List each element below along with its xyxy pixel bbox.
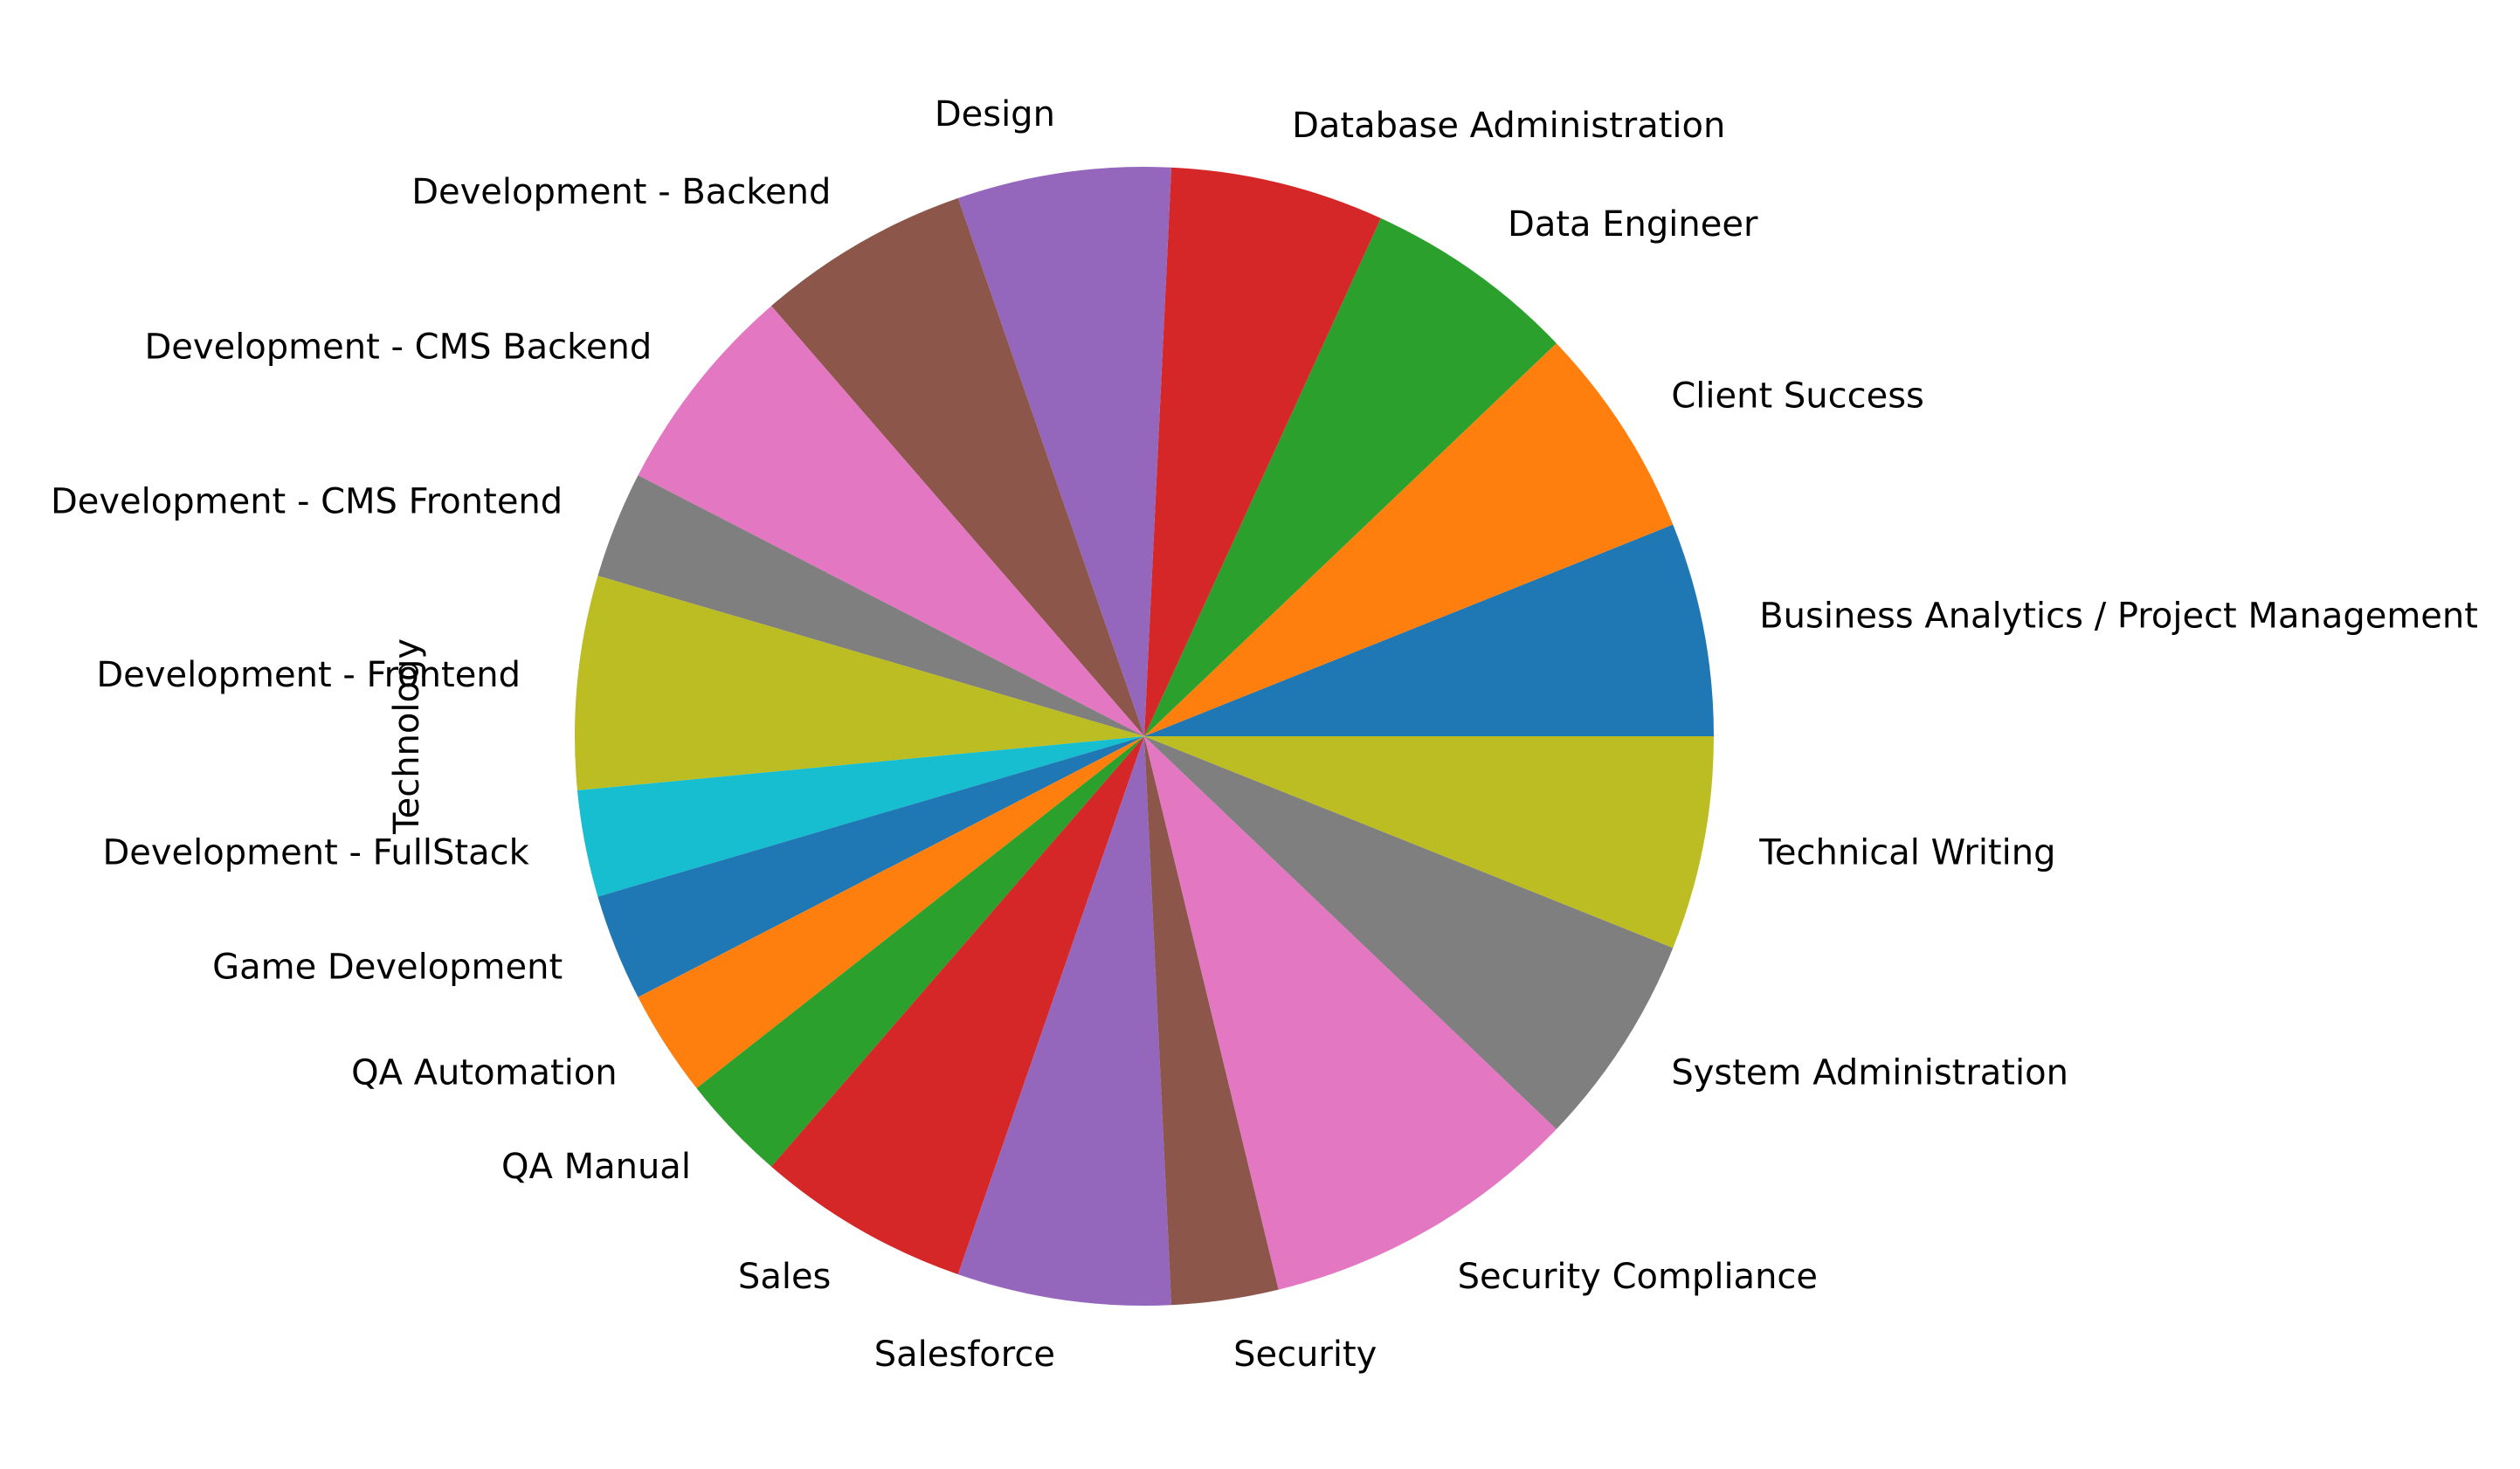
pie-slice-technical-writing [1144,736,1714,948]
pie-label-technical-writing: Technical Writing [1758,833,2055,873]
pie-slice-design [957,167,1172,736]
pie-slice-security [1144,736,1279,1306]
pie-slice-development-backend [771,197,1144,736]
pie-label-salesforce: Salesforce [874,1335,1055,1375]
pie-label-development-cms-backend: Development - CMS Backend [145,328,652,368]
pie-slices [575,167,1714,1306]
pie-slice-salesforce [957,736,1172,1306]
pie-slice-security-compliance [1144,736,1557,1290]
pie-label-system-administration: System Administration [1671,1053,2068,1093]
pie-label-security-compliance: Security Compliance [1458,1257,1818,1297]
pie-label-business-analytics-project-management: Business Analytics / Project Management [1759,596,2478,636]
pie-slice-game-development [597,736,1144,997]
pie-slice-qa-manual [696,736,1144,1167]
pie-slice-data-engineer [1144,217,1557,737]
pie-slice-system-administration [1144,736,1674,1129]
pie-label-design: Design [935,94,1055,134]
pie-slice-sales [771,736,1144,1275]
pie-slice-business-analytics-project-management [1144,524,1714,736]
pie-labels: Business Analytics / Project Management C… [51,94,2478,1375]
pie-label-development-cms-frontend: Development - CMS Frontend [51,481,563,521]
pie-slice-database-administration [1144,167,1381,736]
pie-label-game-development: Game Development [212,948,563,988]
pie-label-development-fullstack: Development - FullStack [102,833,529,873]
pie-label-security: Security [1233,1335,1377,1375]
y-axis-label: Technology [387,638,427,835]
pie-slice-development-cms-frontend [597,475,1144,736]
pie-slice-development-fullstack [576,736,1144,897]
pie-label-data-engineer: Data Engineer [1508,204,1758,245]
pie-slice-qa-automation [638,736,1144,1089]
pie-slice-development-frontend [575,576,1144,790]
pie-label-development-frontend: Development - Frontend [96,655,521,695]
pie-label-database-administration: Database Administration [1292,106,1725,146]
pie-label-client-success: Client Success [1671,376,1924,416]
pie-label-qa-automation: QA Automation [351,1053,618,1093]
pie-label-sales: Sales [738,1257,831,1297]
pie-slice-development-cms-backend [638,306,1144,736]
pie-label-development-backend: Development - Backend [411,172,831,212]
pie-label-qa-manual: QA Manual [501,1147,691,1187]
pie-slice-client-success [1144,343,1674,736]
